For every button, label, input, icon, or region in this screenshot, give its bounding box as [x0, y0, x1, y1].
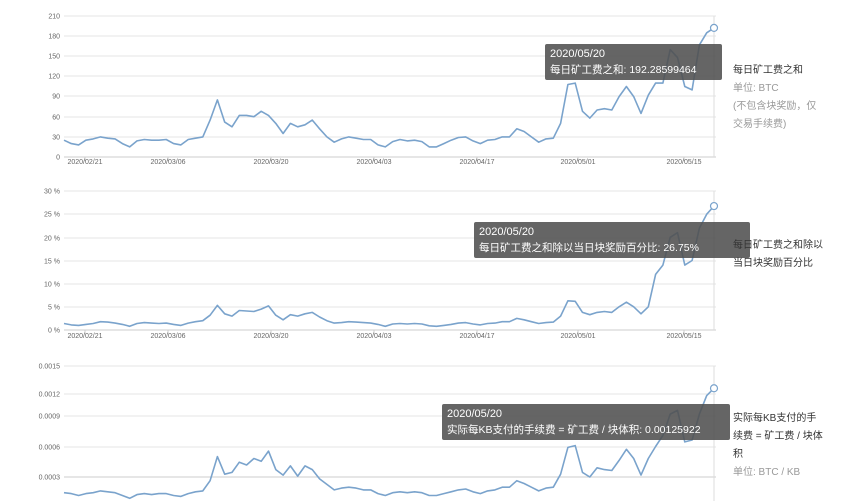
- chart1-y-tick-label: 90: [52, 94, 60, 101]
- chart1-y-tick-label: 150: [48, 54, 60, 61]
- chart2-x-tick-label: 2020/04/03: [356, 333, 391, 340]
- chart1-y-tick-label: 60: [52, 115, 60, 122]
- chart1-side-unit: 单位: BTC: [733, 83, 779, 94]
- chart1-x-tick-label: 2020/03/06: [150, 159, 185, 166]
- chart1-x-tick-label: 2020/02/21: [67, 159, 102, 166]
- chart1-x-tick-label: 2020/05/15: [666, 159, 701, 166]
- chart3-y-tick-label: 0.0006: [39, 445, 61, 452]
- chart3-side-panel: 实际每KB支付的手续费 = 矿工费 / 块体积 单位: BTC / KB: [733, 410, 825, 482]
- chart1: 0 30 60 90 120 150 180 210 2020/02/21 2020/03/06 2…: [48, 14, 722, 166]
- chart1-tooltip: [545, 44, 722, 80]
- chart1-y-tick-label: 0: [56, 155, 60, 162]
- chart1-x-tick-label: 2020/05/01: [560, 159, 595, 166]
- chart3-tooltip-date: 2020/05/20: [447, 408, 502, 420]
- chart3-y-tick-label: 0.0015: [39, 364, 61, 371]
- chart3-series-line: [63, 387, 715, 500]
- chart3-y-tick-label: 0.0012: [39, 392, 61, 399]
- chart3: 0.0003 0.0006 0.0009 0.0012 0.0015 2020/05/20…: [39, 364, 730, 501]
- chart3-side-title: 实际每KB支付的手续费 = 矿工费 / 块体积: [733, 413, 823, 460]
- chart2-series-line: [63, 205, 715, 328]
- chart2-tooltip-date: 2020/05/20: [479, 226, 534, 238]
- chart2-x-tick-label: 2020/05/01: [560, 333, 595, 340]
- chart3-y-tick-label: 0.0009: [39, 414, 61, 421]
- chart2-x-tick-label: 2020/04/17: [459, 333, 494, 340]
- chart2-y-tick-label: 20 %: [44, 236, 60, 243]
- chart1-side-panel: 每日矿工费之和 单位: BTC (不包含块奖励，仅交易手续费): [733, 62, 825, 134]
- chart1-tooltip-date: 2020/05/20: [550, 48, 605, 60]
- chart3-tooltip: [442, 404, 730, 440]
- chart1-series-line: [63, 27, 715, 148]
- chart2-tooltip: [474, 222, 750, 258]
- chart2-highlight-point: [709, 201, 719, 211]
- chart2-side-title: 每日矿工费之和除以当日块奖励百分比: [733, 240, 823, 269]
- chart1-highlight-point: [709, 23, 719, 32]
- chart1-side-note: (不包含块奖励，仅交易手续费): [733, 101, 817, 130]
- chart2-x-tick-label: 2020/03/20: [253, 333, 288, 340]
- chart2-x-tick-label: 2020/05/15: [666, 333, 701, 340]
- chart1-tooltip-value: 每日矿工费之和: 192.28599464: [550, 63, 697, 76]
- chart2-y-tick-label: 25 %: [44, 212, 60, 219]
- chart1-y-tick-label: 210: [48, 14, 60, 21]
- chart1-y-tick-label: 30: [52, 135, 60, 142]
- chart2: 0 % 5 % 10 % 15 % 20 % 25 % 30 % 2020/02/21 2020…: [44, 189, 750, 340]
- chart2-y-tick-label: 30 %: [44, 189, 60, 196]
- chart2-tooltip-value: 每日矿工费之和除以当日块奖励百分比: 26.75%: [479, 241, 699, 254]
- chart3-tooltip-value: 实际每KB支付的手续费 = 矿工费 / 块体积: 0.00125922: [447, 423, 701, 436]
- chart1-y-tick-label: 180: [48, 34, 60, 41]
- chart2-y-tick-label: 10 %: [44, 282, 60, 289]
- chart3-side-unit: 单位: BTC / KB: [733, 467, 801, 478]
- chart3-y-tick-label: 0.0003: [39, 475, 61, 482]
- chart2-x-tick-label: 2020/02/21: [67, 333, 102, 340]
- chart2-y-tick-label: 0 %: [48, 328, 60, 335]
- chart1-x-tick-label: 2020/04/03: [356, 159, 391, 166]
- chart1-x-tick-label: 2020/03/20: [253, 159, 288, 166]
- chart2-y-tick-label: 5 %: [48, 305, 60, 312]
- chart2-side-panel: 每日矿工费之和除以当日块奖励百分比: [733, 237, 825, 273]
- chart3-highlight-point: [709, 384, 719, 393]
- chart1-side-title: 每日矿工费之和: [733, 65, 803, 76]
- chart2-y-tick-label: 15 %: [44, 259, 60, 266]
- chart1-x-tick-label: 2020/04/17: [459, 159, 494, 166]
- chart2-x-tick-label: 2020/03/06: [150, 333, 185, 340]
- chart1-y-tick-label: 120: [48, 74, 60, 81]
